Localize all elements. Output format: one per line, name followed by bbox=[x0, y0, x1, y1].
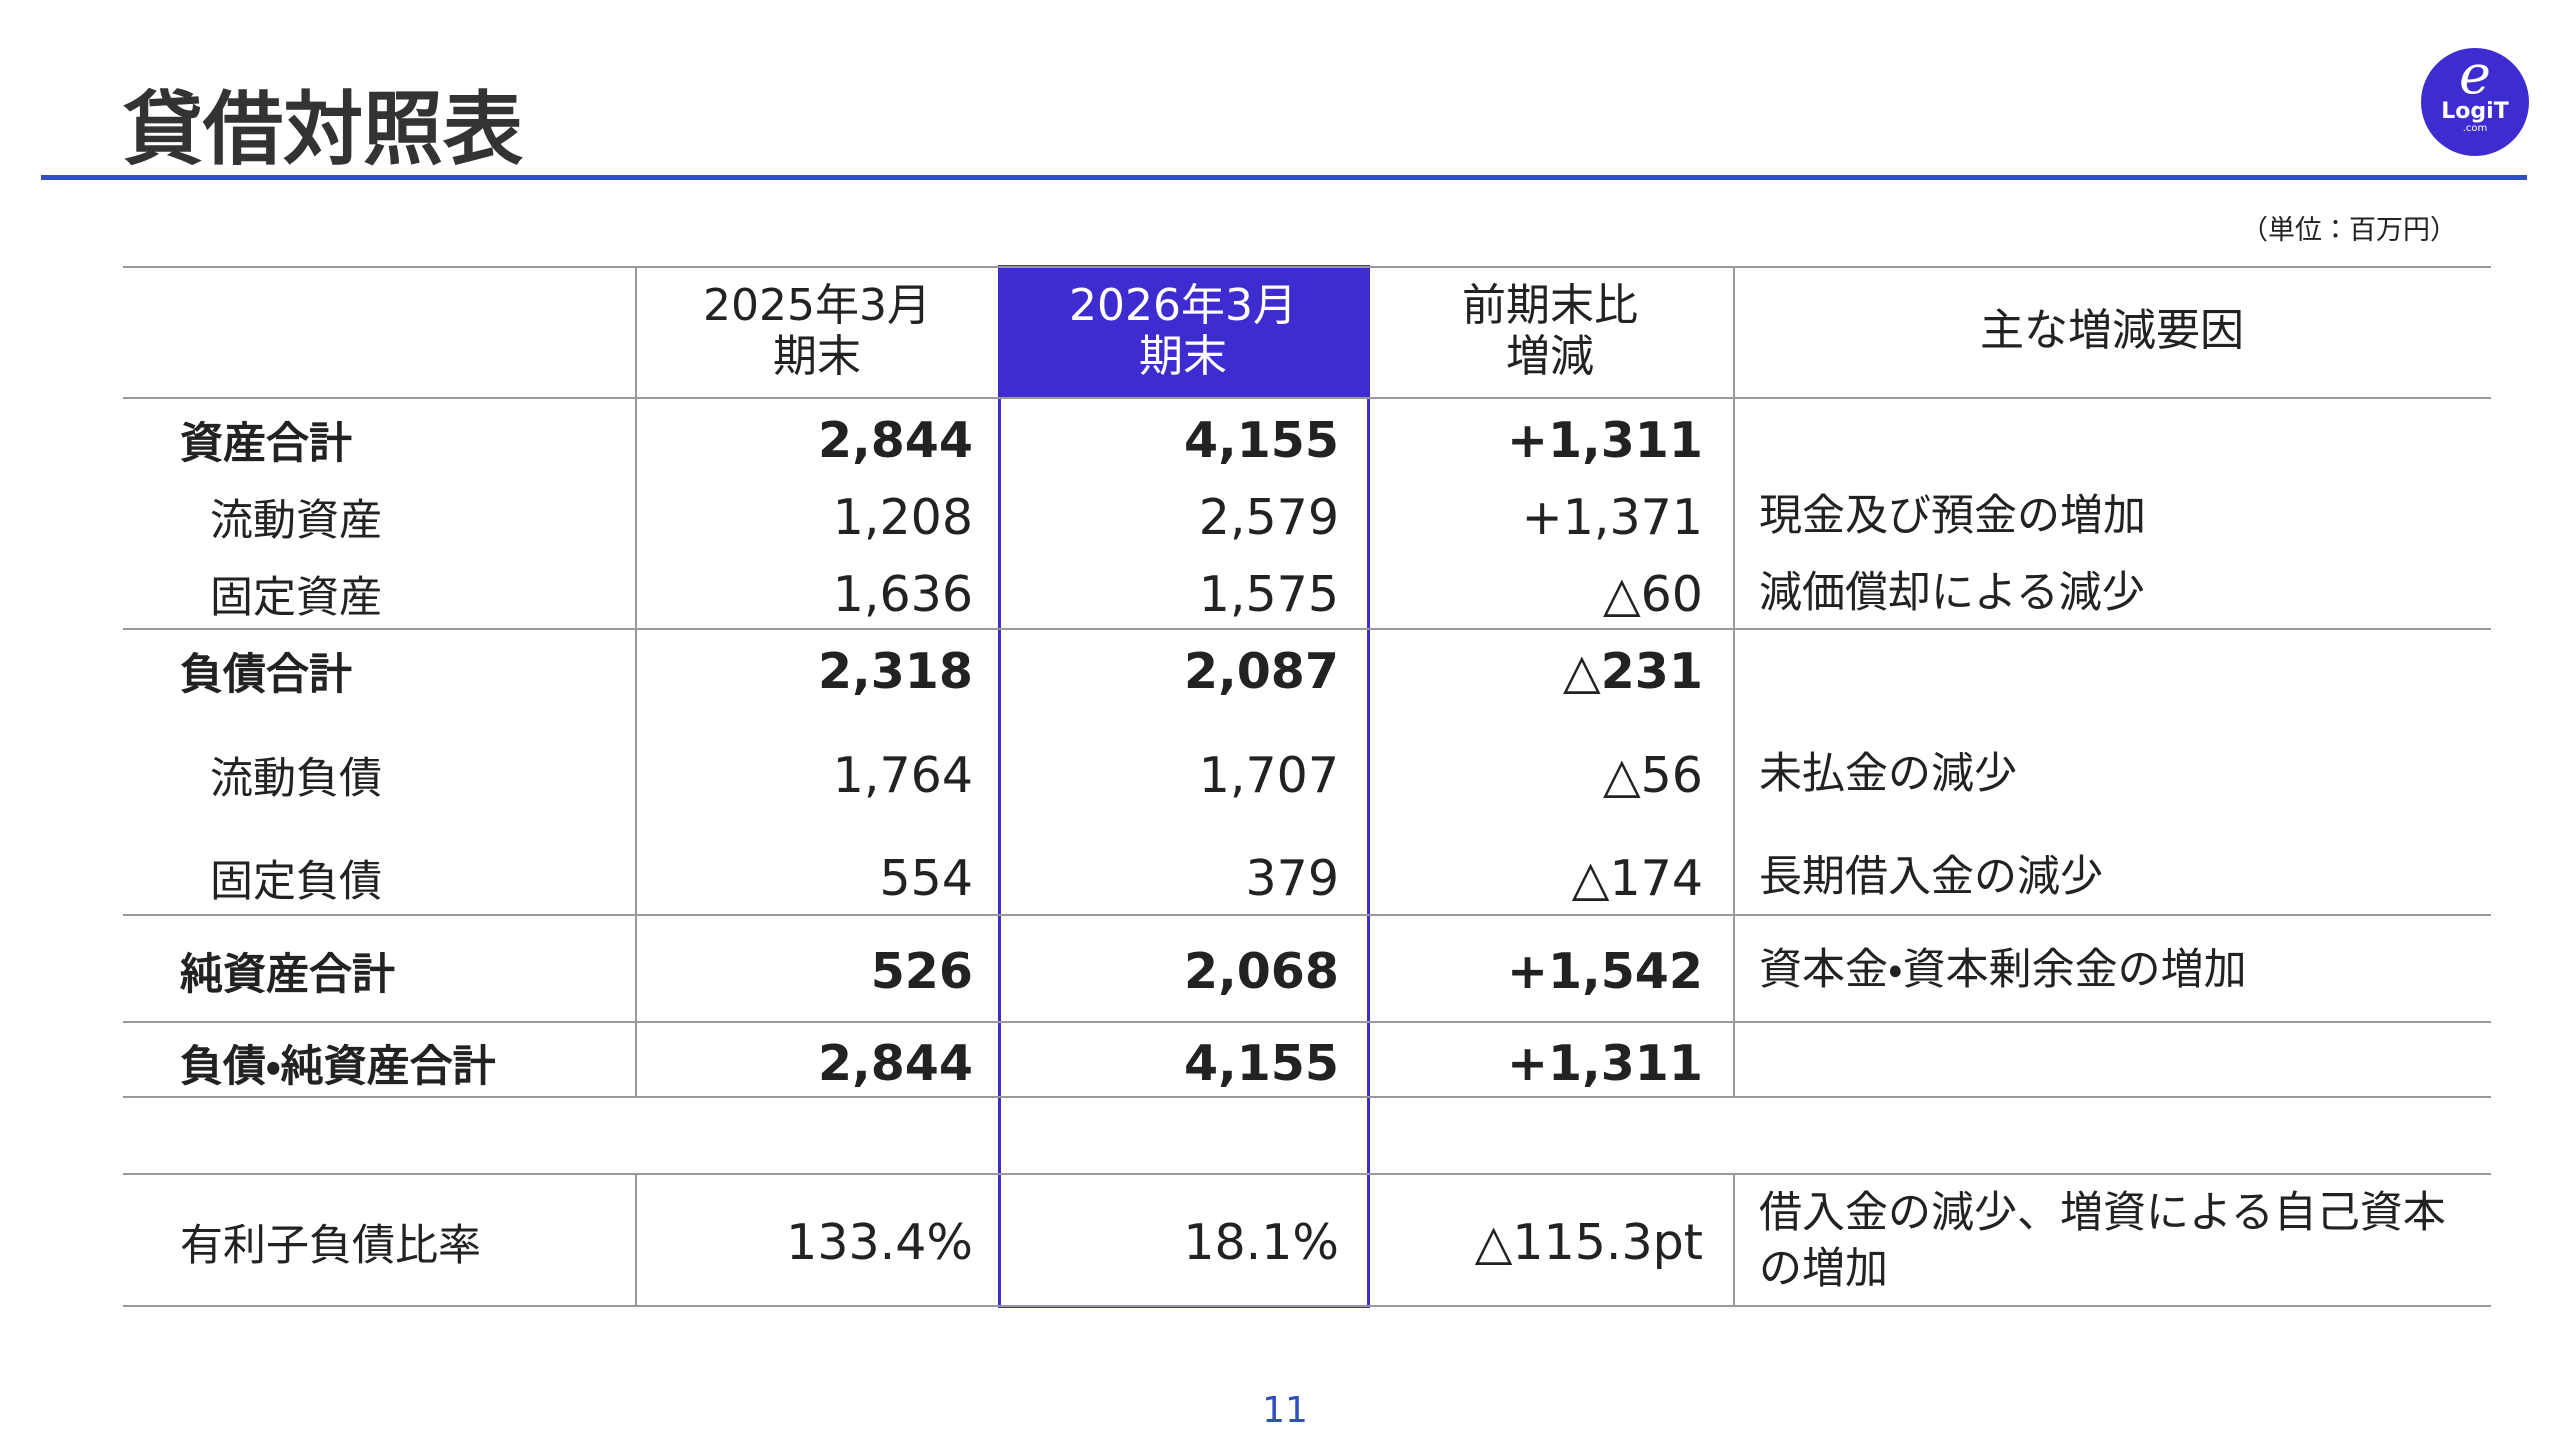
row-rule bbox=[123, 914, 2491, 916]
cell-value: +1,371 bbox=[1521, 488, 1703, 546]
page-number: 11 bbox=[1262, 1390, 1308, 1431]
title-rule bbox=[41, 175, 2527, 180]
row-rule bbox=[123, 628, 2491, 630]
highlight-header bbox=[999, 266, 1367, 397]
column-header: 主な増減要因 bbox=[1980, 305, 2244, 357]
reason: 資本金・資本剰余金の増加 bbox=[1759, 945, 2247, 996]
cell-value: 2,318 bbox=[818, 642, 973, 700]
cell-value: +1,311 bbox=[1506, 411, 1703, 469]
row-label: 負債・純資産合計 bbox=[180, 1042, 496, 1092]
logo-mark: e bbox=[2459, 43, 2491, 106]
cell-value: 554 bbox=[879, 849, 973, 907]
cell-value: △60 bbox=[1602, 565, 1703, 623]
row-label: 純資産合計 bbox=[180, 950, 395, 1000]
cell-value: 2,068 bbox=[1184, 942, 1339, 1000]
row-label: 流動資産 bbox=[210, 496, 382, 546]
cell-value: +1,311 bbox=[1506, 1034, 1703, 1092]
cell-value: 1,575 bbox=[1198, 565, 1339, 623]
col-rule bbox=[1733, 266, 1735, 1096]
column-header: 前期末比 増減 bbox=[1462, 279, 1638, 382]
row-label: 資産合計 bbox=[180, 419, 352, 469]
reason: 長期借入金の減少 bbox=[1759, 852, 2103, 903]
logo: e LogiT .com bbox=[2421, 48, 2529, 156]
reason: 借入金の減少、増資による自己資本の増加 bbox=[1759, 1188, 2446, 1294]
reason: 未払金の減少 bbox=[1759, 749, 2017, 800]
row-label: 固定負債 bbox=[210, 857, 382, 907]
cell-value: △174 bbox=[1571, 849, 1703, 907]
logo-text: LogiT bbox=[2441, 99, 2509, 124]
row-rule bbox=[123, 1173, 2491, 1175]
cell-value: 2,087 bbox=[1184, 642, 1339, 700]
cell-value: +1,542 bbox=[1506, 942, 1703, 1000]
cell-value: 133.4% bbox=[786, 1213, 973, 1271]
cell-value: 1,764 bbox=[832, 746, 973, 804]
unit-note: （単位：百万円） bbox=[2241, 215, 2457, 246]
row-label: 固定資産 bbox=[210, 573, 382, 623]
row-rule bbox=[123, 266, 2491, 268]
cell-value: 2,579 bbox=[1198, 488, 1339, 546]
col-rule bbox=[635, 266, 637, 1096]
title: 貸借対照表 bbox=[123, 83, 523, 176]
cell-value: 2,844 bbox=[818, 411, 973, 469]
column-header: 2026年3月 期末 bbox=[1069, 279, 1297, 382]
row-label: 流動負債 bbox=[210, 754, 382, 804]
cell-value: 1,707 bbox=[1198, 746, 1339, 804]
row-label: 負債合計 bbox=[180, 650, 352, 700]
cell-value: △56 bbox=[1602, 746, 1703, 804]
row-rule bbox=[123, 1305, 2491, 1307]
cell-value: 4,155 bbox=[1184, 1034, 1339, 1092]
cell-value: 379 bbox=[1245, 849, 1339, 907]
column-header: 2025年3月 期末 bbox=[703, 279, 931, 382]
row-rule bbox=[123, 397, 2491, 399]
row-label: 有利子負債比率 bbox=[180, 1221, 481, 1271]
cell-value: △231 bbox=[1563, 642, 1703, 700]
reason: 現金及び預金の増加 bbox=[1759, 491, 2146, 542]
cell-value: 4,155 bbox=[1184, 411, 1339, 469]
cell-value: 1,636 bbox=[832, 565, 973, 623]
logo-sub: .com bbox=[2462, 123, 2488, 134]
cell-value: 18.1% bbox=[1183, 1213, 1339, 1271]
row-rule bbox=[123, 1096, 2491, 1098]
cell-value: 2,844 bbox=[818, 1034, 973, 1092]
cell-value: △115.3pt bbox=[1474, 1213, 1703, 1271]
cell-value: 526 bbox=[870, 942, 973, 1000]
col-rule bbox=[635, 1173, 637, 1305]
cell-value: 1,208 bbox=[832, 488, 973, 546]
reason: 減価償却による減少 bbox=[1759, 568, 2145, 619]
col-rule bbox=[1733, 1173, 1735, 1305]
row-rule bbox=[123, 1021, 2491, 1023]
